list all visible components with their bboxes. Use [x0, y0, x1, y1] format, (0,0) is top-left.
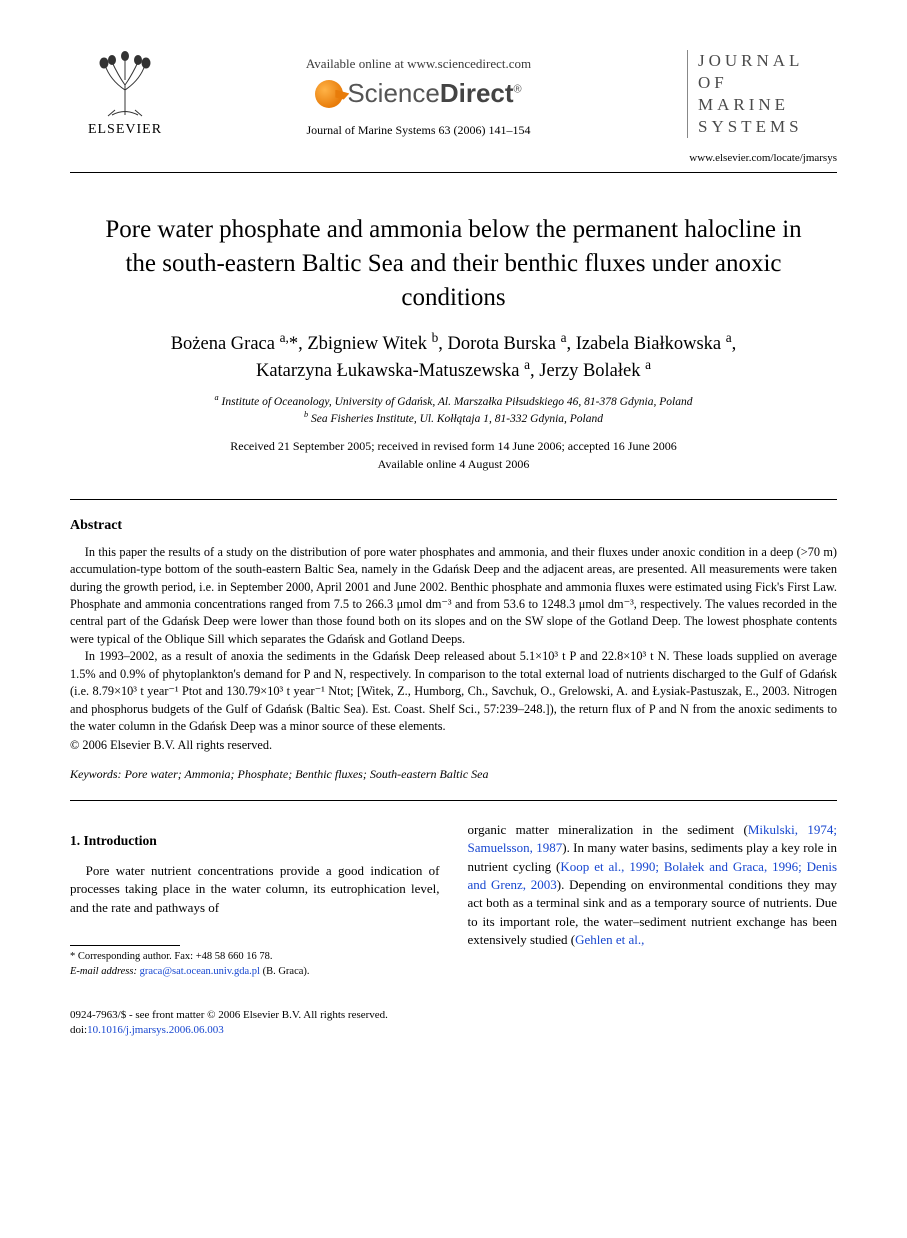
rule-below-keywords	[70, 800, 837, 801]
right-column: organic matter mineralization in the sed…	[468, 821, 838, 980]
abstract-paragraph: In this paper the results of a study on …	[70, 544, 837, 649]
footer-doi: doi:10.1016/j.jmarsys.2006.06.003	[70, 1023, 837, 1038]
publisher-block: ELSEVIER	[70, 50, 180, 138]
abstract-paragraph: In 1993–2002, as a result of anoxia the …	[70, 648, 837, 735]
journal-url: www.elsevier.com/locate/jmarsys	[657, 152, 837, 164]
abstract-body: In this paper the results of a study on …	[70, 544, 837, 736]
intro-paragraph-cont: organic matter mineralization in the sed…	[468, 821, 838, 950]
copyright-line: © 2006 Elsevier B.V. All rights reserved…	[70, 738, 837, 753]
section-heading: 1. Introduction	[70, 831, 440, 850]
available-online-text: Available online at www.sciencedirect.co…	[180, 56, 657, 72]
corresponding-author-note: * Corresponding author. Fax: +48 58 660 …	[70, 950, 440, 979]
journal-logo-line: SYSTEMS	[698, 116, 837, 138]
footer-copyright: 0924-7963/$ - see front matter © 2006 El…	[70, 1008, 837, 1023]
publisher-name: ELSEVIER	[70, 122, 180, 138]
header-row: ELSEVIER Available online at www.science…	[70, 50, 837, 173]
page-footer: 0924-7963/$ - see front matter © 2006 El…	[70, 1008, 837, 1039]
journal-logo-line: JOURNAL OF	[698, 50, 837, 94]
article-title: Pore water phosphate and ammonia below t…	[90, 213, 817, 314]
journal-reference: Journal of Marine Systems 63 (2006) 141–…	[180, 123, 657, 138]
keywords-line: Keywords: Pore water; Ammonia; Phosphate…	[70, 767, 837, 782]
page-root: ELSEVIER Available online at www.science…	[0, 0, 907, 1078]
affiliation-a: a a Institute of Oceanology, University …	[70, 394, 837, 411]
email-label: E-mail address:	[70, 966, 137, 977]
header-center: Available online at www.sciencedirect.co…	[180, 50, 657, 138]
body-columns: 1. Introduction Pore water nutrient conc…	[70, 821, 837, 980]
sciencedirect-wordmark: ScienceDirect®	[347, 78, 521, 109]
affiliation-b: b Sea Fisheries Institute, Ul. Kołłątaja…	[70, 411, 837, 428]
abstract-heading: Abstract	[70, 518, 837, 534]
corresponding-fax: * Corresponding author. Fax: +48 58 660 …	[70, 950, 440, 965]
elsevier-tree-icon	[90, 50, 160, 120]
citation-link[interactable]: Gehlen et al.,	[575, 932, 644, 947]
keywords-label: Keywords:	[70, 767, 122, 781]
rule-above-abstract	[70, 499, 837, 500]
footnote-rule	[70, 945, 180, 946]
dates-received: Received 21 September 2005; received in …	[70, 437, 837, 455]
authors-line: Bożena Graca a,*, Zbigniew Witek b, Doro…	[171, 334, 737, 354]
doi-link[interactable]: 10.1016/j.jmarsys.2006.06.003	[87, 1024, 224, 1036]
journal-brand-block: JOURNAL OF MARINE SYSTEMS www.elsevier.c…	[657, 50, 837, 164]
journal-logo-line: MARINE	[698, 94, 837, 116]
sciencedirect-logo: ScienceDirect®	[180, 78, 657, 113]
article-dates: Received 21 September 2005; received in …	[70, 437, 837, 473]
intro-paragraph: Pore water nutrient concentrations provi…	[70, 862, 440, 917]
affiliations-block: a a Institute of Oceanology, University …	[70, 394, 837, 429]
keywords-text: Pore water; Ammonia; Phosphate; Benthic …	[122, 767, 489, 781]
journal-logo: JOURNAL OF MARINE SYSTEMS	[687, 50, 837, 138]
email-link[interactable]: graca@sat.ocean.univ.gda.pl	[140, 966, 260, 977]
corresponding-email: E-mail address: graca@sat.ocean.univ.gda…	[70, 965, 440, 980]
dates-online: Available online 4 August 2006	[70, 455, 837, 473]
authors-line: Katarzyna Łukawska-Matuszewska a, Jerzy …	[256, 361, 651, 381]
email-person: (B. Graca).	[260, 966, 310, 977]
left-column: 1. Introduction Pore water nutrient conc…	[70, 821, 440, 980]
authors-block: Bożena Graca a,*, Zbigniew Witek b, Doro…	[100, 331, 807, 387]
sciencedirect-icon	[315, 80, 343, 108]
